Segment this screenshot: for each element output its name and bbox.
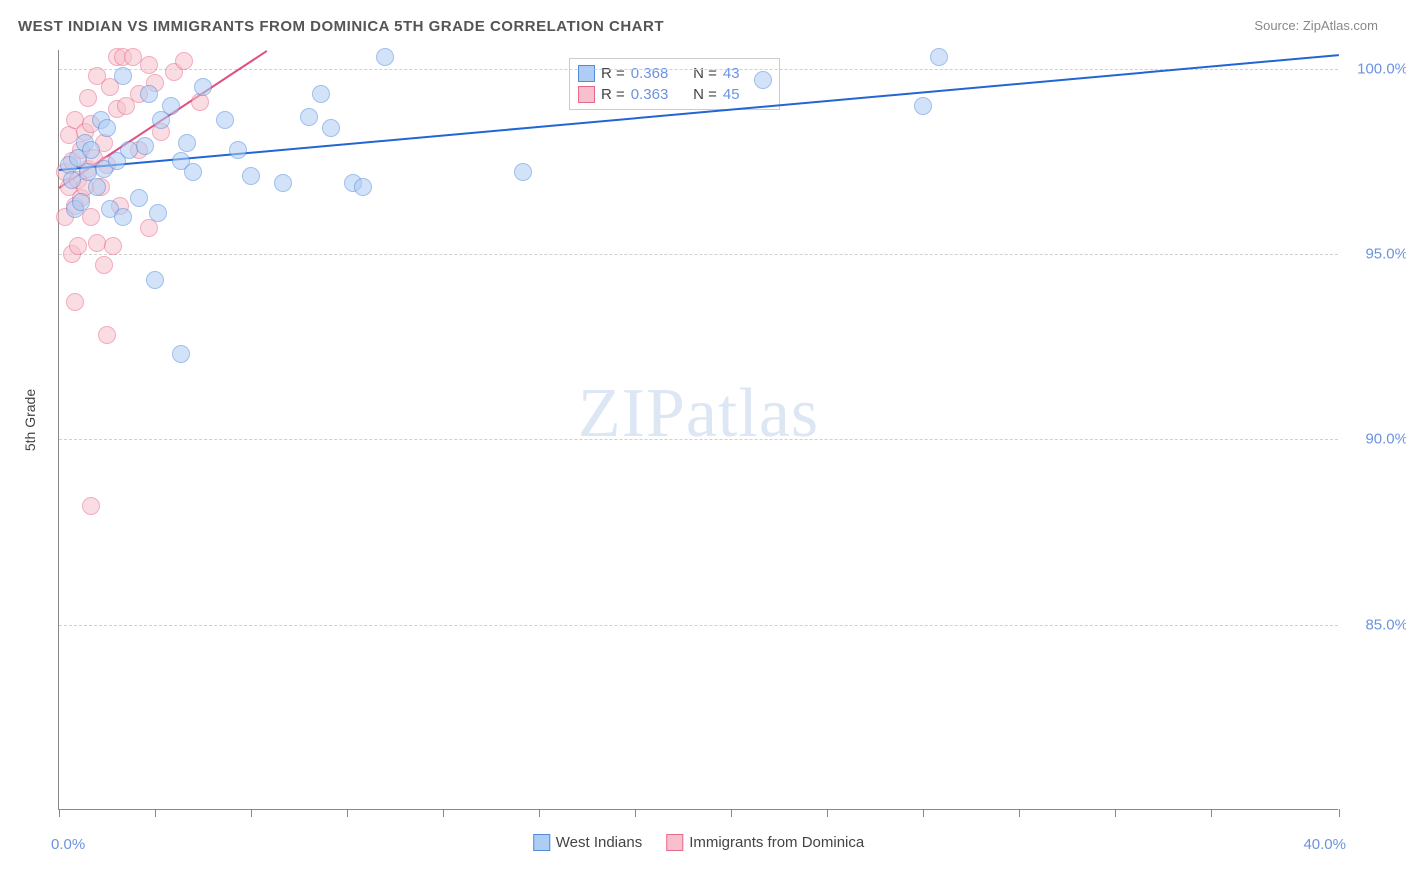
data-point <box>930 48 948 66</box>
data-point <box>229 141 247 159</box>
y-tick-label: 90.0% <box>1348 431 1406 448</box>
x-tick <box>1115 809 1116 817</box>
legend-swatch <box>578 86 595 103</box>
data-point <box>178 134 196 152</box>
x-tick <box>827 809 828 817</box>
data-point <box>88 178 106 196</box>
x-tick <box>923 809 924 817</box>
legend-item: West Indians <box>533 834 642 851</box>
legend-swatch <box>666 834 683 851</box>
x-tick <box>731 809 732 817</box>
data-point <box>514 163 532 181</box>
data-point <box>82 208 100 226</box>
data-point <box>130 189 148 207</box>
x-tick <box>539 809 540 817</box>
data-point <box>184 163 202 181</box>
watermark-atlas: atlas <box>686 375 819 452</box>
x-axis-min-label: 0.0% <box>51 836 85 853</box>
y-tick-label: 95.0% <box>1348 245 1406 262</box>
data-point <box>312 85 330 103</box>
plot-area: ZIPatlas R =0.368 N =43R =0.363 N =45 We… <box>58 50 1338 810</box>
data-point <box>136 137 154 155</box>
data-point <box>175 52 193 70</box>
r-value: 0.363 <box>631 86 679 103</box>
data-point <box>172 345 190 363</box>
x-tick <box>155 809 156 817</box>
data-point <box>98 326 116 344</box>
gridline <box>59 625 1338 626</box>
data-point <box>354 178 372 196</box>
r-label: R = <box>601 86 625 103</box>
data-point <box>162 97 180 115</box>
x-tick <box>59 809 60 817</box>
data-point <box>82 141 100 159</box>
data-point <box>72 193 90 211</box>
y-tick-label: 100.0% <box>1348 60 1406 77</box>
data-point <box>114 67 132 85</box>
data-point <box>274 174 292 192</box>
data-point <box>376 48 394 66</box>
data-point <box>149 204 167 222</box>
data-point <box>194 78 212 96</box>
y-tick-label: 85.0% <box>1348 616 1406 633</box>
chart-title: WEST INDIAN VS IMMIGRANTS FROM DOMINICA … <box>18 18 664 35</box>
y-axis-label: 5th Grade <box>22 389 38 451</box>
data-point <box>322 119 340 137</box>
stats-row: R =0.363 N =45 <box>578 84 771 105</box>
data-point <box>79 89 97 107</box>
x-tick <box>1211 809 1212 817</box>
stats-row: R =0.368 N =43 <box>578 63 771 84</box>
x-tick <box>1019 809 1020 817</box>
data-point <box>98 119 116 137</box>
gridline <box>59 69 1338 70</box>
legend-label: Immigrants from Dominica <box>689 834 864 851</box>
data-point <box>914 97 932 115</box>
data-point <box>140 85 158 103</box>
data-point <box>140 56 158 74</box>
legend-swatch <box>533 834 550 851</box>
data-point <box>114 208 132 226</box>
data-point <box>69 237 87 255</box>
data-point <box>104 237 122 255</box>
data-point <box>82 497 100 515</box>
stats-box: R =0.368 N =43R =0.363 N =45 <box>569 58 780 110</box>
data-point <box>754 71 772 89</box>
source-label: Source: <box>1254 18 1299 33</box>
source-value: ZipAtlas.com <box>1303 18 1378 33</box>
watermark: ZIPatlas <box>578 374 819 454</box>
data-point <box>66 293 84 311</box>
data-point <box>146 271 164 289</box>
data-point <box>242 167 260 185</box>
x-tick <box>251 809 252 817</box>
watermark-zip: ZIP <box>578 375 686 452</box>
x-tick <box>347 809 348 817</box>
x-tick <box>443 809 444 817</box>
data-point <box>95 256 113 274</box>
gridline <box>59 439 1338 440</box>
source-attribution: Source: ZipAtlas.com <box>1254 18 1378 33</box>
legend-item: Immigrants from Dominica <box>666 834 864 851</box>
data-point <box>88 234 106 252</box>
x-tick <box>1339 809 1340 817</box>
n-label: N = <box>685 86 717 103</box>
gridline <box>59 254 1338 255</box>
legend-bottom: West Indians Immigrants from Dominica <box>533 834 864 851</box>
data-point <box>216 111 234 129</box>
x-tick <box>635 809 636 817</box>
legend-label: West Indians <box>556 834 642 851</box>
x-axis-max-label: 40.0% <box>1303 836 1346 853</box>
data-point <box>300 108 318 126</box>
